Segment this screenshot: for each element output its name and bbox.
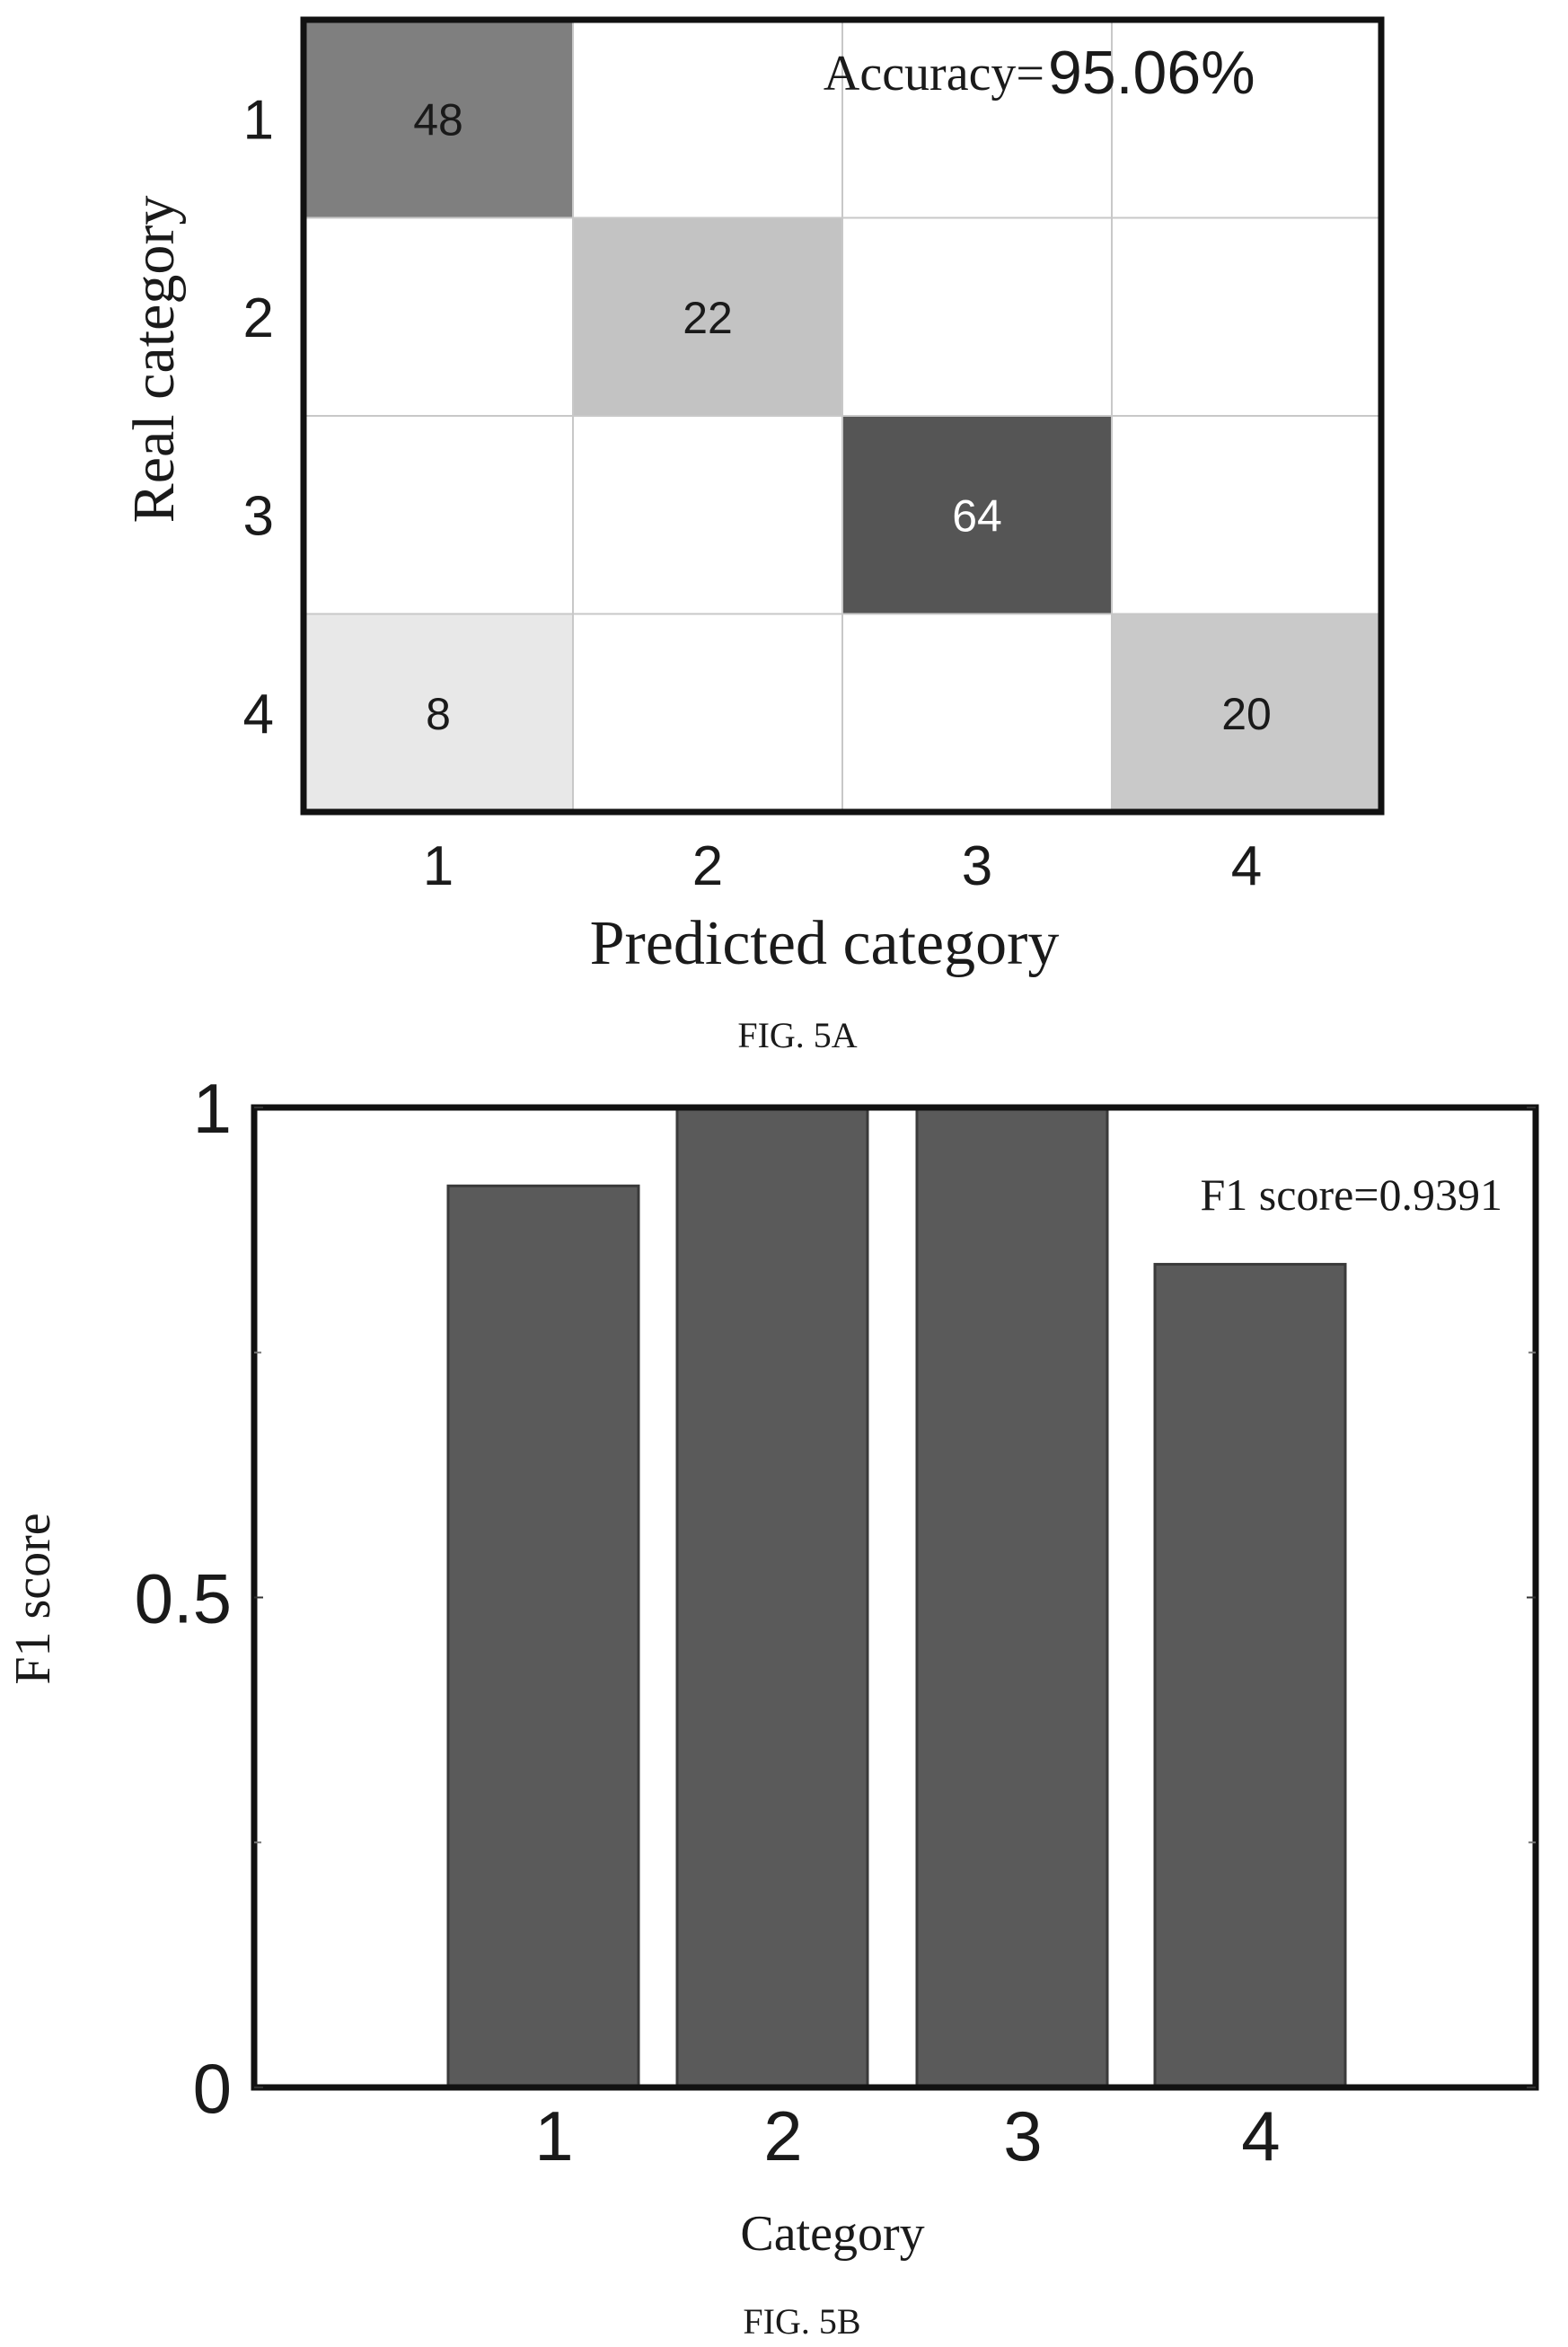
matrix-cell-value: 20	[1221, 689, 1272, 739]
f1-bar	[446, 1184, 640, 2089]
matrix-cell	[1111, 415, 1382, 615]
matrix-y-tick-label: 1	[243, 89, 274, 151]
confusion-matrix-x-axis-label: Predicted category	[590, 909, 1060, 978]
confusion-matrix-values: 48 22 64 8 20	[413, 94, 1272, 739]
f1-y-ticks: 00.51	[135, 1069, 1536, 2128]
f1-score-annotation: F1 score=0.9391	[1201, 1169, 1503, 1220]
confusion-matrix-y-axis-label: Real category	[121, 196, 187, 524]
f1-y-tick-label: 0	[193, 2049, 232, 2128]
f1-y-axis-label: F1 score	[5, 1513, 61, 1684]
f1-bars	[446, 1106, 1347, 2089]
matrix-cell	[572, 19, 843, 219]
matrix-y-tick-label: 4	[243, 684, 274, 746]
accuracy-label: Accuracy=	[824, 46, 1044, 101]
matrix-cell	[572, 216, 843, 417]
confusion-matrix-frame	[300, 16, 1385, 816]
matrix-cell	[572, 613, 843, 813]
matrix-cell-value: 8	[426, 689, 451, 739]
matrix-cell	[303, 19, 574, 219]
f1-x-tick-label: 3	[1003, 2096, 1042, 2175]
confusion-matrix-x-ticks: 1 2 3 4	[423, 835, 1262, 897]
matrix-cell-value: 48	[413, 94, 463, 145]
matrix-cell	[841, 19, 1113, 219]
f1-y-tick-label: 0.5	[135, 1559, 232, 1638]
f1-x-axis-label: Category	[740, 2206, 924, 2262]
f1-bar	[915, 1106, 1109, 2089]
matrix-cell-value: 22	[683, 293, 733, 343]
f1-bar	[675, 1106, 869, 2089]
matrix-x-tick-label: 3	[962, 835, 992, 897]
matrix-cell	[841, 415, 1113, 615]
matrix-cell-value: 64	[952, 490, 1002, 541]
matrix-cell	[841, 613, 1113, 813]
matrix-cell	[841, 216, 1113, 417]
f1-x-tick-label: 4	[1241, 2096, 1280, 2175]
matrix-y-tick-label: 2	[243, 287, 274, 349]
fig-5b-caption: FIG. 5B	[743, 2301, 860, 2342]
fig-5a-caption: FIG. 5A	[737, 1015, 857, 1055]
matrix-cell	[572, 415, 843, 615]
confusion-matrix-chart: 48 22 64 8 20 1 2 3 4 1 2 3 4 Accuracy= 95.06% Pre…	[121, 16, 1385, 1055]
f1-y-tick-label: 1	[193, 1069, 232, 1148]
matrix-x-tick-label: 4	[1231, 835, 1262, 897]
f1-bar	[1153, 1263, 1347, 2089]
matrix-cell	[1111, 216, 1382, 417]
matrix-cell	[303, 415, 574, 615]
matrix-cell	[303, 216, 574, 417]
f1-x-tick-label: 2	[763, 2096, 802, 2175]
confusion-matrix-cells	[303, 19, 1382, 813]
matrix-x-tick-label: 2	[692, 835, 723, 897]
matrix-x-tick-label: 1	[423, 835, 454, 897]
accuracy-value: 95.06%	[1048, 39, 1255, 107]
confusion-matrix-y-ticks: 1 2 3 4	[243, 89, 274, 746]
f1-x-tick-label: 1	[534, 2096, 573, 2175]
matrix-y-tick-label: 3	[243, 485, 274, 547]
matrix-cell	[303, 613, 574, 813]
f1-x-ticks: 1 2 3 4	[534, 2096, 1280, 2175]
